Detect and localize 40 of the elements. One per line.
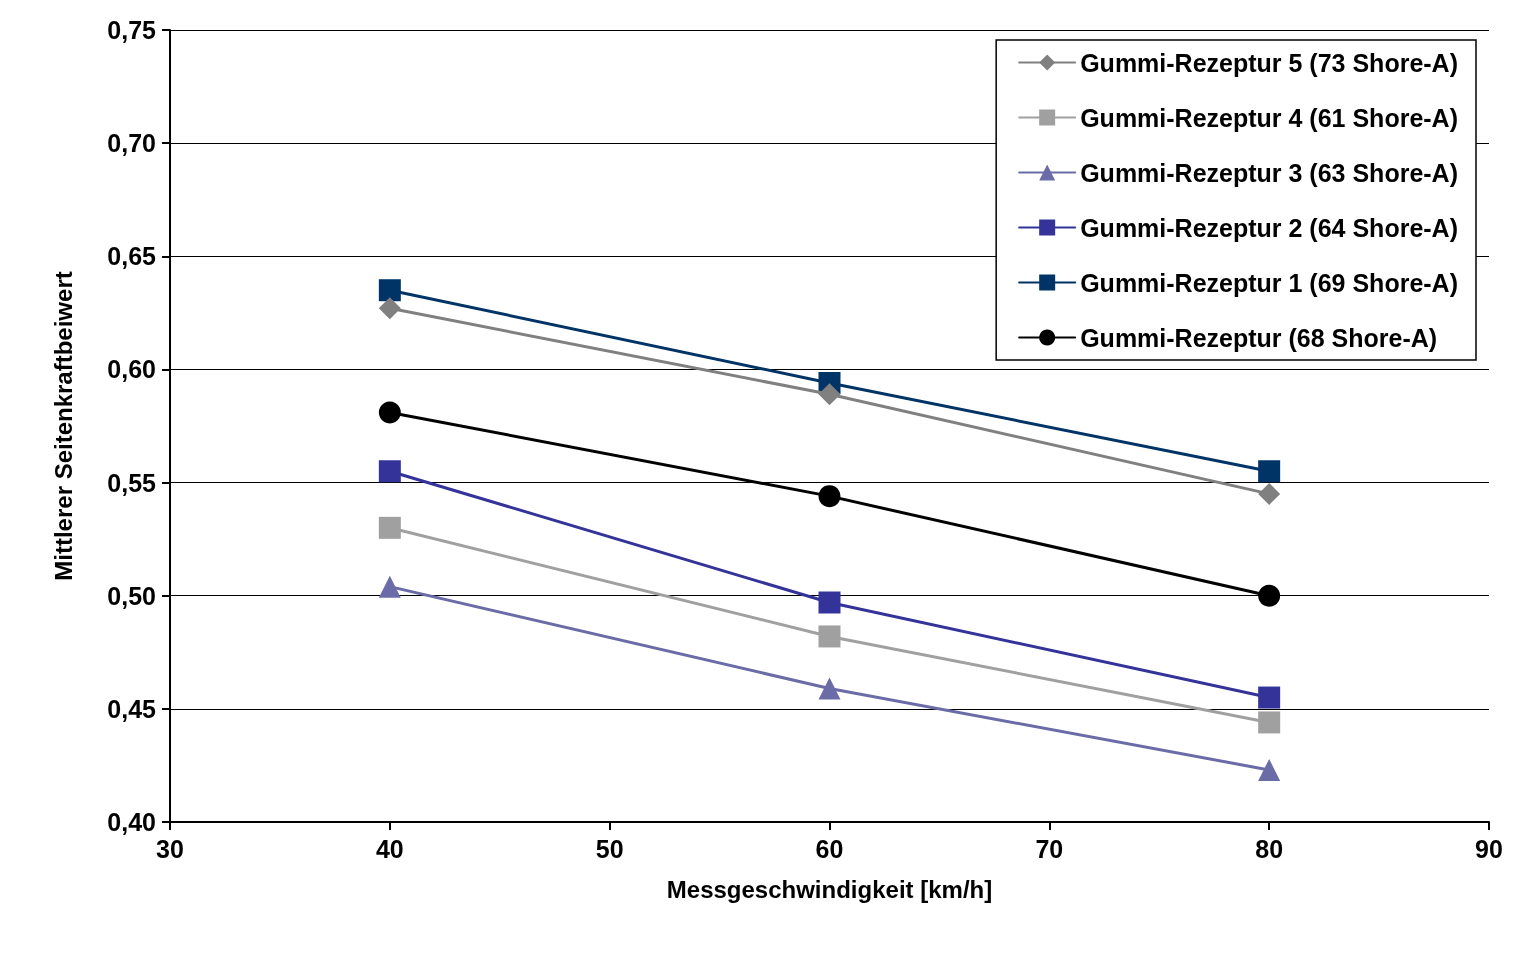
legend-label: Gummi-Rezeptur 5 (73 Shore-A)	[1080, 48, 1459, 77]
point	[378, 279, 401, 302]
y-axis-title: Mittlerer Seitenkraftbeiwert	[49, 271, 77, 581]
point	[818, 677, 841, 700]
y-tick-label: 0,55	[107, 468, 157, 497]
point	[378, 516, 401, 539]
point	[1258, 711, 1281, 734]
y-tick-label: 0,60	[107, 355, 156, 384]
x-tick-label: 80	[1255, 834, 1284, 863]
point	[818, 383, 841, 406]
y-tick-label: 0,75	[107, 16, 157, 44]
y-tick-label: 0,70	[107, 129, 156, 158]
point	[1258, 584, 1281, 607]
point	[378, 460, 401, 483]
point	[818, 625, 841, 648]
legend-label: Gummi-Rezeptur (68 Shore-A)	[1080, 323, 1438, 352]
x-tick-label: 90	[1475, 834, 1503, 863]
point	[378, 401, 401, 424]
y-tick-label: 0,40	[107, 808, 156, 836]
x-tick-label: 40	[375, 834, 404, 863]
point	[378, 575, 401, 598]
legend-label: Gummi-Rezeptur 1 (69 Shore-A)	[1080, 268, 1459, 297]
point	[378, 297, 401, 320]
point	[1258, 686, 1281, 709]
point	[1258, 460, 1281, 483]
legend-label: Gummi-Rezeptur 2 (64 Shore-A)	[1080, 213, 1459, 242]
point	[818, 591, 841, 614]
x-tick-label: 50	[595, 834, 624, 863]
point	[818, 485, 841, 508]
x-tick-label: 60	[815, 834, 844, 863]
legend-label: Gummi-Rezeptur 3 (63 Shore-A)	[1080, 158, 1459, 187]
y-tick-label: 0,45	[107, 694, 157, 723]
x-tick-label: 30	[156, 834, 184, 863]
x-tick-label: 70	[1035, 834, 1064, 863]
y-tick-label: 0,50	[107, 581, 156, 610]
x-axis-title: Messgeschwindigkeit [km/h]	[666, 875, 993, 903]
point	[1258, 482, 1281, 505]
legend-label: Gummi-Rezeptur 4 (61 Shore-A)	[1080, 103, 1459, 132]
y-tick-label: 0,65	[107, 242, 157, 271]
point	[1258, 758, 1281, 781]
